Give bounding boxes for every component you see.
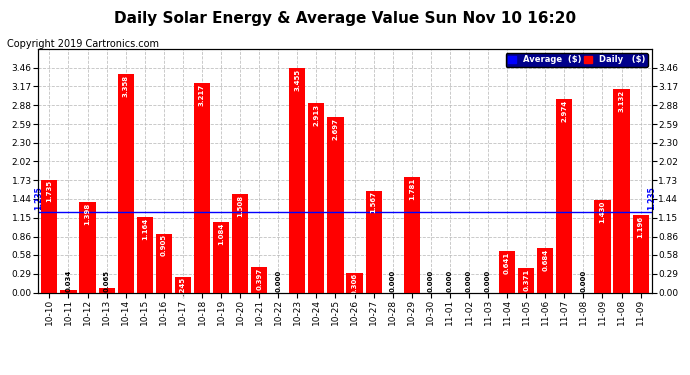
Text: 0.000: 0.000 <box>447 270 453 292</box>
Text: 2.913: 2.913 <box>313 104 319 126</box>
Text: 1.235: 1.235 <box>647 186 656 210</box>
Bar <box>499 251 515 292</box>
Legend: Average  ($), Daily   ($): Average ($), Daily ($) <box>506 53 648 67</box>
Text: 0.684: 0.684 <box>542 249 549 271</box>
Bar <box>633 215 649 292</box>
Text: 2.974: 2.974 <box>562 100 567 122</box>
Text: 0.065: 0.065 <box>104 270 110 292</box>
Text: 1.164: 1.164 <box>141 217 148 240</box>
Text: 0.397: 0.397 <box>256 267 262 290</box>
Bar <box>404 177 420 292</box>
Text: 1.235: 1.235 <box>34 186 43 210</box>
Text: 1.398: 1.398 <box>85 202 90 225</box>
Bar <box>99 288 115 292</box>
Text: 1.781: 1.781 <box>408 177 415 200</box>
Text: 1.735: 1.735 <box>46 180 52 203</box>
Bar <box>556 99 573 292</box>
Text: 0.641: 0.641 <box>504 252 510 274</box>
Bar <box>613 89 630 292</box>
Bar <box>308 103 324 292</box>
Text: 0.245: 0.245 <box>180 277 186 299</box>
Bar <box>60 290 77 292</box>
Text: 0.000: 0.000 <box>580 270 586 292</box>
Text: 1.508: 1.508 <box>237 195 243 217</box>
Text: 0.306: 0.306 <box>351 273 357 296</box>
Bar <box>518 268 534 292</box>
Text: 3.132: 3.132 <box>618 90 624 112</box>
Text: 0.034: 0.034 <box>66 270 72 292</box>
Bar <box>41 180 57 292</box>
Text: 0.000: 0.000 <box>390 270 395 292</box>
Text: 3.358: 3.358 <box>123 75 128 97</box>
Bar <box>137 217 153 292</box>
Bar <box>213 222 229 292</box>
Text: 0.000: 0.000 <box>466 270 472 292</box>
Text: 3.455: 3.455 <box>295 69 300 91</box>
Text: 0.000: 0.000 <box>485 270 491 292</box>
Text: Daily Solar Energy & Average Value Sun Nov 10 16:20: Daily Solar Energy & Average Value Sun N… <box>114 11 576 26</box>
Bar <box>175 277 191 292</box>
Text: 0.371: 0.371 <box>523 269 529 291</box>
Text: 1.430: 1.430 <box>600 200 605 223</box>
Text: 0.000: 0.000 <box>275 270 282 292</box>
Text: Copyright 2019 Cartronics.com: Copyright 2019 Cartronics.com <box>7 39 159 50</box>
Bar <box>327 117 344 292</box>
Bar <box>79 202 96 292</box>
Bar <box>346 273 363 292</box>
Text: 0.905: 0.905 <box>161 234 167 256</box>
Text: 2.697: 2.697 <box>333 118 339 140</box>
Text: 1.567: 1.567 <box>371 191 377 213</box>
Text: 1.084: 1.084 <box>218 223 224 245</box>
Bar <box>251 267 267 292</box>
Bar <box>594 200 611 292</box>
Bar <box>232 195 248 292</box>
Text: 1.196: 1.196 <box>638 215 644 237</box>
Bar <box>289 68 306 292</box>
Text: 3.217: 3.217 <box>199 84 205 106</box>
Bar <box>156 234 172 292</box>
Bar <box>117 74 134 292</box>
Bar <box>366 190 382 292</box>
Bar <box>537 248 553 292</box>
Bar <box>194 83 210 292</box>
Text: 0.000: 0.000 <box>428 270 434 292</box>
